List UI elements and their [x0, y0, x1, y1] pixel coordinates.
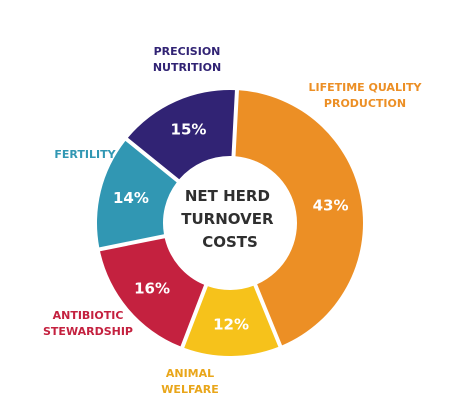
center-title-line-1: NET HERD	[185, 187, 270, 205]
donut-slice-5	[127, 90, 235, 180]
category-label-2-line-2: WELFARE	[161, 383, 218, 396]
category-label-3-line-1: ANTIBIOTIC	[53, 309, 124, 322]
category-label-1-line-1: LIFETIME QUALITY	[308, 81, 422, 94]
slice-value-label-3: 16%	[134, 279, 170, 297]
category-label-2: ANIMAL WELFARE	[161, 367, 218, 396]
category-label-5-line-1: PRECISION	[154, 45, 221, 58]
donut-slice-2	[184, 285, 279, 356]
slice-value-label-5: 15%	[171, 120, 207, 138]
category-label-4: FERTILITY	[54, 148, 116, 161]
center-title-line-3: COSTS	[202, 233, 258, 251]
category-label-3-line-2: STEWARDSHIP	[43, 325, 133, 338]
donut-slice-1	[235, 90, 363, 346]
category-label-5-line-2: NUTRITION	[153, 61, 221, 74]
donut-slice-4	[97, 140, 177, 248]
center-title-line-2: TURNOVER	[181, 210, 274, 228]
category-label-2-line-1: ANIMAL	[166, 367, 214, 380]
category-label-5: PRECISION NUTRITION	[153, 45, 221, 74]
slice-value-label-4: 14%	[113, 189, 149, 207]
slice-value-label-1: 43%	[313, 196, 349, 214]
center-title: NET HERD TURNOVER COSTS	[181, 187, 279, 251]
category-label-3: ANTIBIOTIC STEWARDSHIP	[43, 309, 133, 338]
slice-value-labels: 43% 12% 16% 14% 15%	[113, 120, 349, 333]
donut-slices	[97, 90, 363, 356]
category-label-4-line-1: FERTILITY	[54, 148, 116, 161]
category-label-1-line-2: PRODUCTION	[324, 97, 406, 110]
donut-slice-3	[100, 238, 205, 347]
slice-value-label-2: 12%	[213, 315, 249, 333]
category-label-1: LIFETIME QUALITY PRODUCTION	[308, 81, 422, 110]
